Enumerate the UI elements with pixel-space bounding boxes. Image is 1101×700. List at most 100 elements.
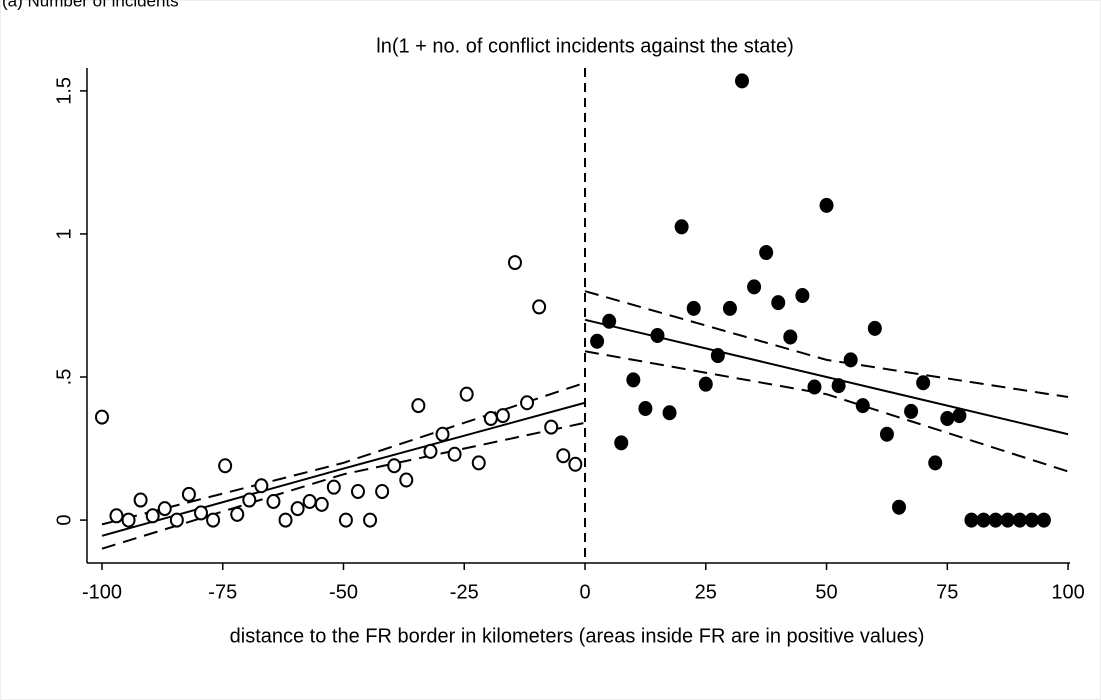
scatter-point — [904, 403, 919, 419]
scatter-point — [674, 219, 689, 235]
scatter-point — [495, 408, 510, 424]
fit-line — [101, 421, 586, 550]
x-tick-label: 50 — [815, 581, 837, 603]
x-tick-label: 25 — [695, 581, 717, 603]
scatter-point — [759, 245, 774, 261]
scatter-point — [976, 512, 991, 528]
scatter-point — [831, 378, 846, 394]
scatter-point — [722, 300, 737, 316]
fit-line — [584, 350, 1069, 473]
x-tick-label: 100 — [1051, 581, 1084, 603]
scatter-point — [157, 501, 172, 517]
scatter-point — [483, 411, 498, 427]
scatter-point — [568, 456, 583, 472]
y-tick-label: 1.5 — [53, 77, 75, 105]
x-tick-label: -50 — [329, 581, 358, 603]
scatter-point — [375, 483, 390, 499]
scatter-point — [556, 448, 571, 464]
scatter-point — [532, 299, 547, 315]
scatter-point — [735, 73, 750, 89]
x-tick-label: 75 — [936, 581, 958, 603]
scatter-point — [988, 512, 1003, 528]
scatter-point — [614, 435, 629, 451]
scatter-point — [181, 486, 196, 502]
scatter-point — [1024, 512, 1039, 528]
scatter-point — [507, 255, 522, 271]
scatter-point — [121, 512, 136, 528]
scatter-point — [278, 512, 293, 528]
scatter-point — [326, 479, 341, 495]
scatter-point — [254, 478, 269, 494]
scatter-point — [290, 501, 305, 517]
scatter-point — [350, 483, 365, 499]
fit-line — [101, 401, 586, 537]
scatter-point — [314, 496, 329, 512]
scatter-point — [662, 405, 677, 421]
scatter-point — [698, 376, 713, 392]
scatter-point — [94, 409, 109, 425]
fit-line — [584, 318, 1069, 436]
x-tick-label: 0 — [579, 581, 590, 603]
scatter-point — [193, 505, 208, 521]
scatter-point — [242, 492, 257, 508]
scatter-point — [399, 472, 414, 488]
scatter-point — [363, 512, 378, 528]
chart-title: ln(1 + no. of conflict incidents against… — [376, 35, 793, 57]
scatter-point — [940, 411, 955, 427]
scatter-point — [109, 508, 124, 524]
scatter-point — [387, 458, 402, 474]
scatter-point — [145, 508, 160, 524]
fit-line — [584, 290, 1069, 399]
scatter-point — [843, 352, 858, 368]
scatter-point — [230, 506, 245, 522]
scatter-point — [411, 398, 426, 414]
scatter-point — [916, 375, 931, 391]
scatter-point — [133, 492, 148, 508]
scatter-point — [520, 395, 535, 411]
scatter-point — [169, 512, 184, 528]
scatter-point — [1036, 512, 1051, 528]
scatter-point — [795, 287, 810, 303]
scatter-point — [1000, 512, 1015, 528]
scatter-point — [867, 320, 882, 336]
scatter-point — [747, 279, 762, 295]
x-tick-label: -25 — [450, 581, 479, 603]
scatter-point — [471, 455, 486, 471]
scatter-point — [435, 426, 450, 442]
x-axis-label: distance to the FR border in kilometers … — [230, 625, 925, 647]
scatter-point — [650, 328, 665, 344]
scatter-point — [423, 443, 438, 459]
x-tick-label: -100 — [82, 581, 122, 603]
scatter-point — [602, 313, 617, 329]
x-tick-label: -75 — [208, 581, 237, 603]
y-tick-label: 1 — [53, 228, 75, 239]
y-tick-label: .5 — [53, 369, 75, 386]
scatter-point — [218, 458, 233, 474]
scatter-point — [819, 197, 834, 213]
scatter-point — [638, 400, 653, 416]
scatter-point — [855, 398, 870, 414]
scatter-point — [807, 379, 822, 395]
scatter-point — [302, 493, 317, 509]
scatter-point — [590, 333, 605, 349]
scatter-point — [447, 446, 462, 462]
scatter-point — [964, 512, 979, 528]
scatter-point — [952, 408, 967, 424]
scatter-point — [266, 493, 281, 509]
y-tick-label: 0 — [53, 515, 75, 526]
chart-subtitle: (a) Number of incidents — [2, 0, 179, 10]
scatter-point — [459, 386, 474, 402]
scatter-point — [892, 499, 907, 515]
scatter-point — [626, 372, 641, 388]
scatter-point — [206, 512, 221, 528]
scatter-point — [710, 348, 725, 364]
scatter-point — [879, 426, 894, 442]
scatter-point — [771, 295, 786, 311]
scatter-point — [544, 419, 559, 435]
scatter-point — [686, 300, 701, 316]
scatter-point — [928, 455, 943, 471]
scatter-point — [1012, 512, 1027, 528]
scatter-point — [783, 329, 798, 345]
